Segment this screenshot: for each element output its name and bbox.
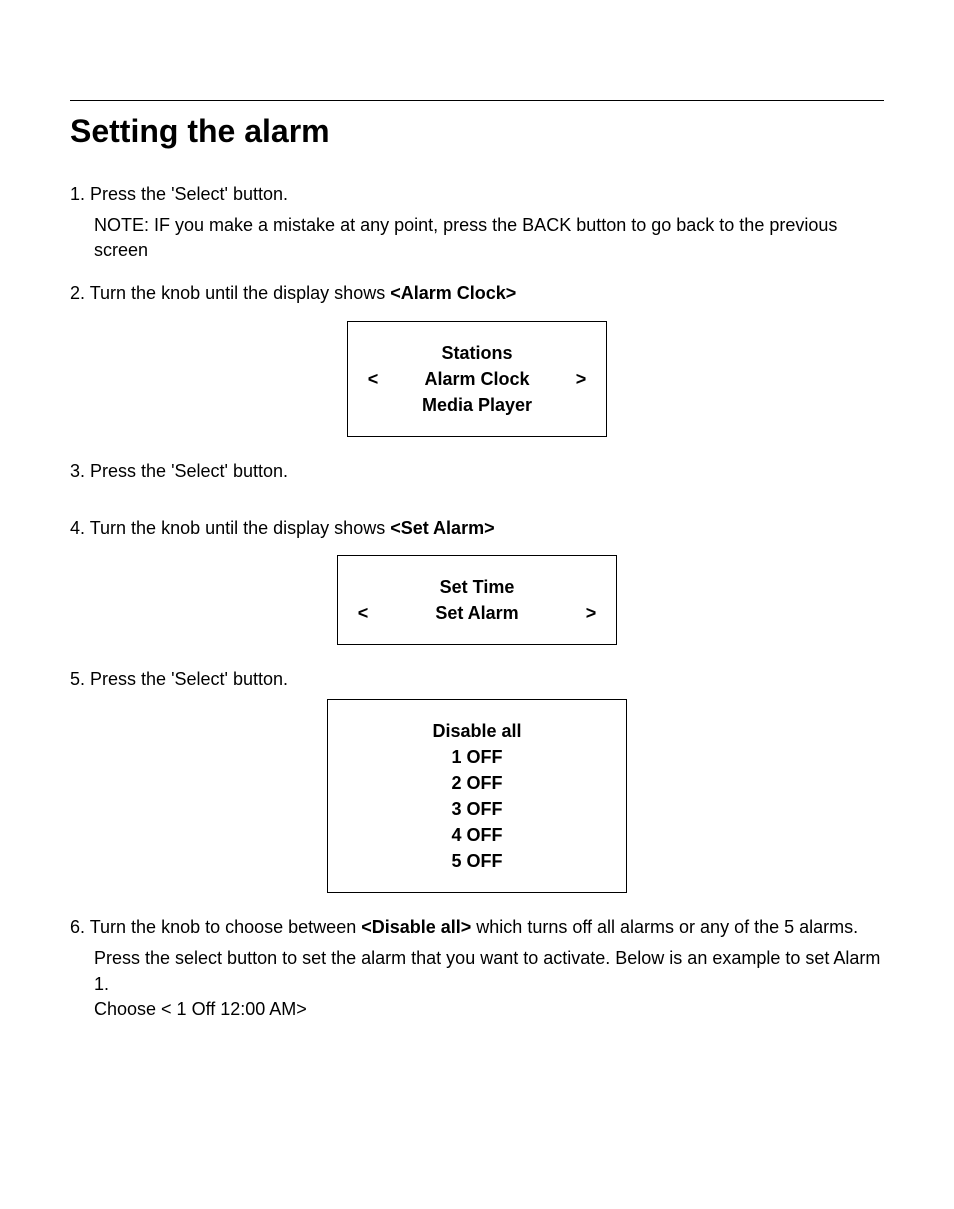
step-6: 6. Turn the knob to choose between <Disa… bbox=[70, 915, 884, 940]
display-1-line3: Media Player bbox=[358, 392, 596, 418]
arrow-right: > bbox=[566, 366, 596, 392]
step-6-bold: <Disable all> bbox=[361, 917, 471, 937]
display-2-selected-row: < Set Alarm > bbox=[348, 600, 606, 626]
step-1-note: NOTE: IF you make a mistake at any point… bbox=[70, 213, 884, 263]
display-1-wrap: Stations < Alarm Clock > Media Player bbox=[70, 321, 884, 437]
title-rule bbox=[70, 100, 884, 101]
display-2-line1: Set Time bbox=[348, 574, 606, 600]
display-3: Disable all 1 OFF 2 OFF 3 OFF 4 OFF 5 OF… bbox=[327, 699, 627, 894]
step-2-bold: <Alarm Clock> bbox=[390, 283, 516, 303]
display-3-line5: 4 OFF bbox=[338, 822, 616, 848]
step-4-pre: Turn the knob until the display shows bbox=[90, 518, 391, 538]
page-title: Setting the alarm bbox=[70, 109, 884, 154]
step-6-line3: Choose < 1 Off 12:00 AM> bbox=[70, 997, 884, 1022]
display-2: Set Time < Set Alarm > bbox=[337, 555, 617, 645]
display-3-line3: 2 OFF bbox=[338, 770, 616, 796]
display-3-wrap: Disable all 1 OFF 2 OFF 3 OFF 4 OFF 5 OF… bbox=[70, 699, 884, 894]
display-3-line4: 3 OFF bbox=[338, 796, 616, 822]
display-1-selected: Alarm Clock bbox=[388, 366, 566, 392]
display-1-selected-row: < Alarm Clock > bbox=[358, 366, 596, 392]
step-3: 3. Press the 'Select' button. bbox=[70, 459, 884, 484]
step-3-text: Press the 'Select' button. bbox=[90, 461, 288, 481]
step-5-num: 5. bbox=[70, 669, 85, 689]
step-6-post: which turns off all alarms or any of the… bbox=[471, 917, 858, 937]
step-6-num: 6. bbox=[70, 917, 85, 937]
step-4-bold: <Set Alarm> bbox=[390, 518, 494, 538]
step-5-text: Press the 'Select' button. bbox=[90, 669, 288, 689]
display-2-selected: Set Alarm bbox=[378, 600, 576, 626]
display-1-line1: Stations bbox=[358, 340, 596, 366]
step-1: 1. Press the 'Select' button. bbox=[70, 182, 884, 207]
display-1: Stations < Alarm Clock > Media Player bbox=[347, 321, 607, 437]
arrow-left: < bbox=[358, 366, 388, 392]
display-3-line2: 1 OFF bbox=[338, 744, 616, 770]
step-5: 5. Press the 'Select' button. bbox=[70, 667, 884, 692]
arrow-right-2: > bbox=[576, 600, 606, 626]
display-3-line1: Disable all bbox=[338, 718, 616, 744]
step-1-num: 1. bbox=[70, 184, 85, 204]
display-2-wrap: Set Time < Set Alarm > bbox=[70, 555, 884, 645]
step-2: 2. Turn the knob until the display shows… bbox=[70, 281, 884, 306]
step-2-num: 2. bbox=[70, 283, 85, 303]
step-6-pre: Turn the knob to choose between bbox=[90, 917, 362, 937]
step-2-pre: Turn the knob until the display shows bbox=[90, 283, 391, 303]
display-3-line6: 5 OFF bbox=[338, 848, 616, 874]
arrow-left-2: < bbox=[348, 600, 378, 626]
step-6-line2: Press the select button to set the alarm… bbox=[70, 946, 884, 996]
step-4-num: 4. bbox=[70, 518, 85, 538]
step-4: 4. Turn the knob until the display shows… bbox=[70, 516, 884, 541]
step-1-text: Press the 'Select' button. bbox=[90, 184, 288, 204]
step-3-num: 3. bbox=[70, 461, 85, 481]
